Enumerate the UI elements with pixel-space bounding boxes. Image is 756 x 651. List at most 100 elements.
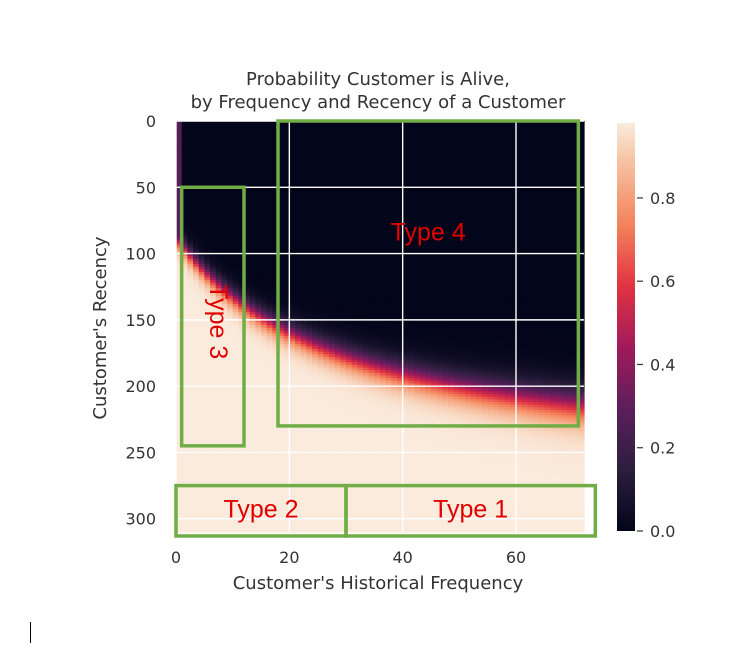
heatmap-cell (397, 296, 404, 300)
heatmap-cell (442, 152, 449, 157)
heatmap-cell (499, 219, 506, 223)
heatmap-cell (504, 232, 511, 236)
heatmap-cell (215, 211, 222, 215)
heatmap-cell (431, 163, 438, 167)
heatmap-cell (482, 203, 489, 207)
heatmap-cell (453, 179, 460, 183)
heatmap-cell (431, 147, 438, 151)
heatmap-cell (550, 290, 557, 294)
heatmap-cell (232, 253, 239, 257)
heatmap-cell (187, 213, 194, 218)
heatmap-cell (578, 213, 585, 218)
heatmap-cell (306, 192, 313, 196)
heatmap-cell (334, 123, 341, 127)
heatmap-cell (487, 266, 494, 271)
heatmap-cell (493, 256, 500, 260)
heatmap-cell (476, 235, 483, 239)
heatmap-cell (374, 264, 381, 268)
heatmap-cell (385, 301, 392, 305)
heatmap-cell (374, 197, 381, 202)
heatmap-cell (329, 237, 336, 241)
heatmap-cell (176, 126, 183, 130)
heatmap-cell (533, 261, 540, 265)
heatmap-cell (431, 134, 438, 138)
heatmap-cell (368, 155, 375, 159)
heatmap-cell (436, 168, 443, 172)
heatmap-cell (572, 208, 579, 212)
heatmap-cell (187, 211, 194, 215)
heatmap-cell (391, 219, 398, 223)
heatmap-cell (578, 256, 585, 260)
heatmap-cell (329, 211, 336, 215)
heatmap-cell (465, 205, 472, 210)
heatmap-cell (221, 152, 228, 157)
heatmap-cell (317, 242, 324, 247)
heatmap-cell (329, 242, 336, 247)
heatmap-cell (402, 168, 409, 172)
heatmap-cell (380, 298, 387, 302)
heatmap-cell (215, 197, 222, 202)
heatmap-cell (453, 171, 460, 175)
heatmap-cell (187, 290, 194, 294)
heatmap-cell (476, 266, 483, 271)
heatmap-cell (340, 160, 347, 165)
heatmap-cell (510, 250, 517, 255)
heatmap-cell (510, 187, 517, 191)
heatmap-cell (283, 163, 290, 167)
heatmap-cell (414, 213, 421, 218)
heatmap-cell (351, 227, 358, 231)
heatmap-cell (408, 174, 415, 178)
heatmap-cell (459, 232, 466, 236)
heatmap-cell (300, 245, 307, 249)
heatmap-cell (538, 168, 545, 172)
heatmap-cell (572, 171, 579, 175)
heatmap-cell (533, 245, 540, 249)
heatmap-cell (470, 250, 477, 255)
heatmap-cell (504, 123, 511, 127)
heatmap-cell (578, 298, 585, 302)
heatmap-cell (221, 179, 228, 183)
heatmap-cell (504, 176, 511, 180)
heatmap-cell (533, 266, 540, 271)
heatmap-cell (249, 134, 256, 138)
heatmap-cell (448, 261, 455, 265)
heatmap-cell (272, 136, 279, 141)
heatmap-cell (380, 195, 387, 199)
heatmap-cell (482, 181, 489, 186)
heatmap-cell (221, 219, 228, 223)
heatmap-cell (425, 266, 432, 271)
heatmap-cell (374, 277, 381, 281)
heatmap-cell (238, 280, 245, 284)
heatmap-cell (436, 139, 443, 143)
heatmap-cell (538, 280, 545, 284)
heatmap-cell (465, 221, 472, 226)
heatmap-cell (272, 240, 279, 244)
heatmap-cell (261, 216, 268, 220)
heatmap-cell (272, 235, 279, 239)
heatmap-cell (442, 176, 449, 180)
heatmap-cell (465, 245, 472, 249)
heatmap-cell (397, 224, 404, 228)
heatmap-cell (283, 242, 290, 247)
heatmap-cell (221, 160, 228, 165)
heatmap-cell (436, 174, 443, 178)
heatmap-cell (470, 235, 477, 239)
heatmap-cell (210, 224, 217, 228)
heatmap-cell (306, 174, 313, 178)
heatmap-cell (470, 197, 477, 202)
heatmap-cell (363, 126, 370, 130)
heatmap-cell (363, 195, 370, 199)
heatmap-cell (476, 155, 483, 159)
heatmap-cell (312, 176, 319, 180)
heatmap-cell (340, 298, 347, 302)
heatmap-cell (340, 282, 347, 286)
heatmap-cell (476, 216, 483, 220)
heatmap-cell (261, 274, 268, 279)
heatmap-cell (516, 208, 523, 212)
heatmap-cell (544, 261, 551, 265)
heatmap-cell (346, 298, 353, 302)
heatmap-cell (374, 147, 381, 151)
heatmap-cell (470, 139, 477, 143)
heatmap-cell (487, 192, 494, 196)
heatmap-cell (283, 229, 290, 233)
